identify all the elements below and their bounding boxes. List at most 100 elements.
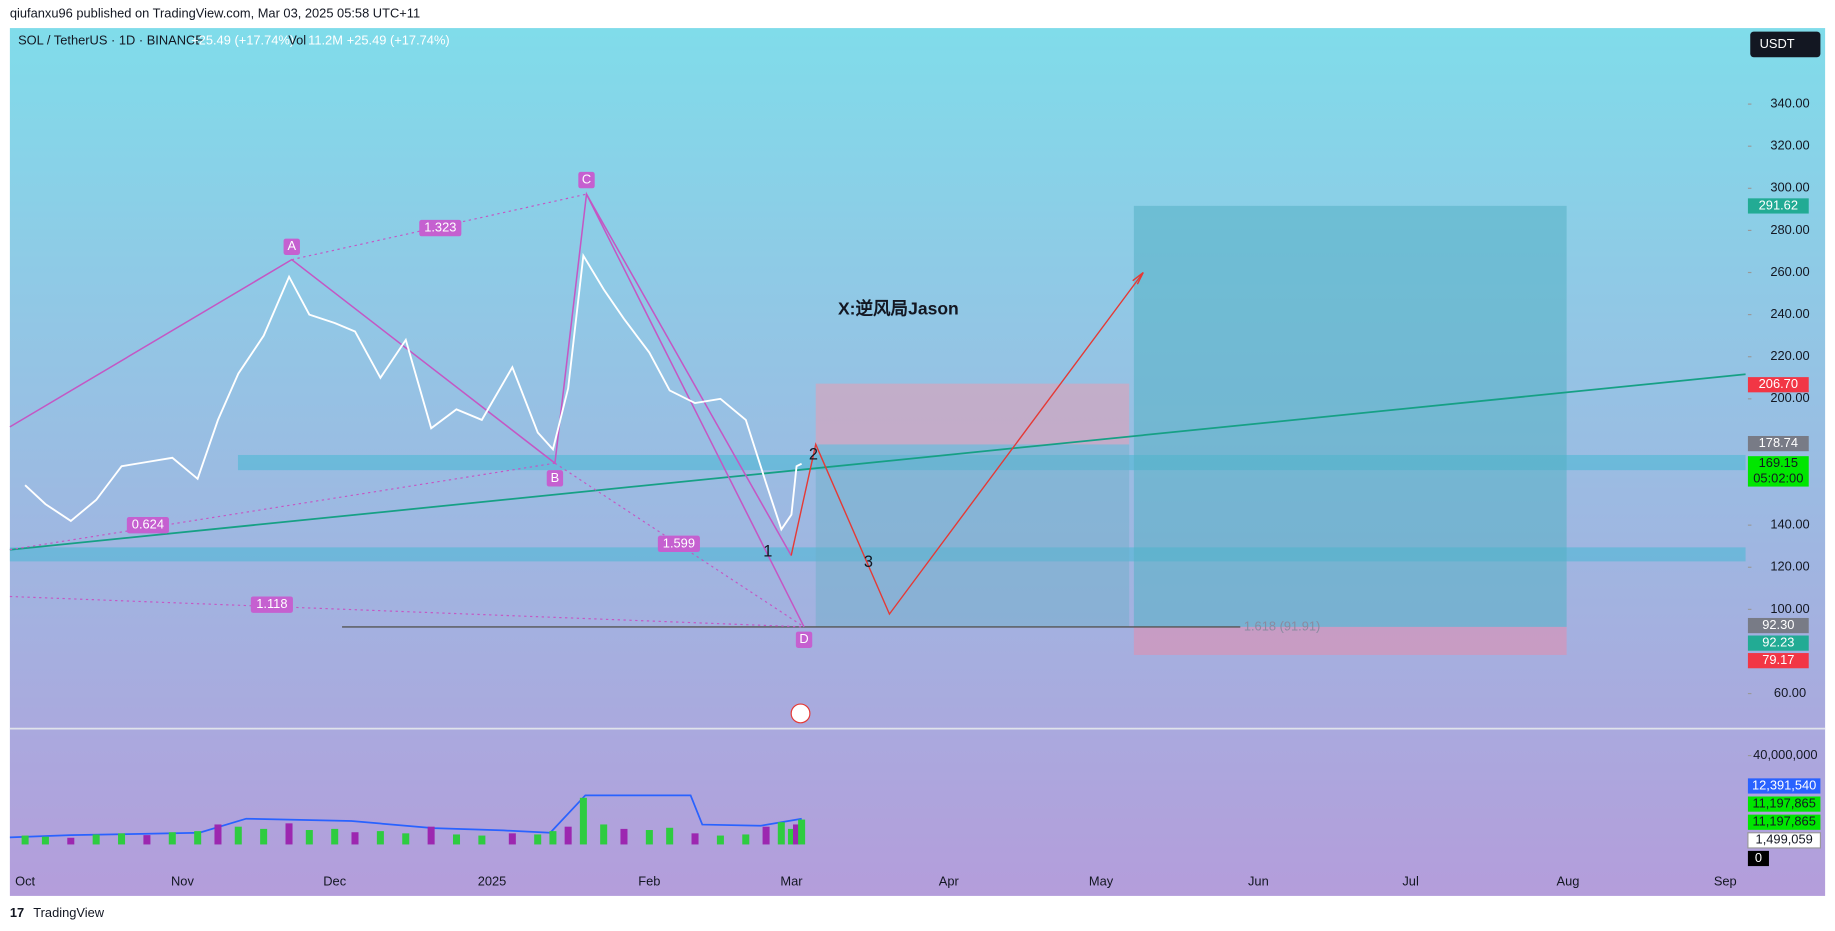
countdown: 05:02:00 [1753, 470, 1803, 485]
projection [790, 272, 1144, 616]
annotation-label: 1.118 [256, 596, 287, 611]
ratio-line [9, 462, 556, 551]
volume-bar [452, 834, 461, 845]
wave-label: 1 [763, 542, 772, 560]
volume-bar [331, 828, 339, 845]
annotation-box [250, 596, 293, 613]
published-line: qiufanxu96 published on TradingView.com,… [10, 5, 420, 20]
volume-bar [564, 826, 572, 845]
price-tag [1747, 435, 1809, 452]
annotation-box [283, 238, 300, 255]
x-tick-label: Dec [323, 873, 346, 888]
price-tag [1747, 617, 1809, 634]
volume-bar [285, 823, 293, 845]
volume-bar [351, 832, 359, 845]
currency-button[interactable] [1750, 31, 1821, 58]
volume-bar [41, 836, 49, 845]
annotation-box [578, 171, 595, 189]
volume-bar [666, 827, 674, 845]
volume-bar [21, 835, 29, 845]
price-line [24, 252, 803, 532]
volume-bar [67, 837, 75, 845]
volume-tag-label: 12,391,540 [1752, 777, 1816, 792]
volume-tag [1747, 778, 1821, 794]
volume-bar [427, 826, 435, 845]
annotation-box [126, 516, 169, 534]
volume-bar [168, 832, 176, 845]
drawings [9, 191, 1746, 839]
y-tick-label: 340.00 [1770, 95, 1809, 110]
y-tick-label: 300.00 [1770, 180, 1809, 195]
x-tick-label: Feb [638, 873, 660, 888]
price-tag-label: 92.23 [1762, 635, 1794, 650]
volume-bar [762, 826, 770, 845]
y-tick-label: 260.00 [1770, 264, 1809, 279]
wave-label: 2 [809, 445, 818, 463]
annotation-label: D [799, 631, 808, 646]
volume-bar [716, 835, 724, 845]
annotation-box [546, 470, 564, 487]
trendline [9, 373, 1746, 551]
x-tick-label: Aug [1557, 873, 1580, 888]
stop-box [1133, 626, 1567, 655]
annotation-label: B [551, 470, 560, 485]
volume-bar [214, 824, 222, 845]
volume-tag-label: 11,197,865 [1752, 795, 1815, 810]
volume-bar [402, 833, 410, 845]
volume-tag [1747, 850, 1769, 867]
volume-tag-label: 0 [1755, 850, 1762, 865]
volume-bar [691, 833, 699, 845]
volume-bar [645, 830, 653, 845]
price-tag [1747, 198, 1809, 214]
price-tag-label: 291.62 [1759, 197, 1798, 212]
annotation-label: 1.599 [663, 535, 695, 550]
author-text: X:逆风局Jason [838, 299, 959, 319]
currency: USDT [1760, 36, 1795, 51]
x-tick-label: Mar [780, 873, 803, 888]
annotation-box [795, 631, 813, 648]
annotation-label: 1.323 [424, 219, 456, 234]
x-tick-label: Sep [1714, 873, 1737, 888]
volume-bar [143, 835, 151, 845]
ratio-line [9, 595, 805, 628]
volume-bar [787, 828, 795, 845]
volume-bar [234, 826, 242, 845]
annotation-label: C [582, 172, 591, 187]
y-tick-label: 220.00 [1770, 348, 1809, 363]
volume-bar [92, 834, 100, 845]
y-tick-label: 320.00 [1770, 138, 1809, 153]
volume-tag [1747, 832, 1822, 849]
y-tick-label: 60.00 [1774, 685, 1806, 700]
fib-label: 1.618 (91.91) [1244, 618, 1321, 633]
annotation-label: 0.624 [132, 517, 164, 532]
x-tick-label: 2025 [478, 873, 507, 888]
target-box [815, 444, 1130, 627]
volume-bar [534, 834, 542, 845]
arrow-head [1132, 271, 1144, 285]
annotation-label: A [287, 238, 296, 253]
vol-label: Vol [288, 32, 306, 47]
y-tick-label: 40,000,000 [1753, 747, 1817, 762]
y-tick-label: 200.00 [1770, 390, 1809, 405]
price-tag-label: 178.74 [1759, 435, 1798, 450]
volume-bar [376, 831, 384, 845]
volume-bar [478, 835, 486, 845]
ratio-line [291, 193, 587, 261]
y-tick-label: 280.00 [1770, 222, 1809, 237]
event-icon[interactable] [790, 703, 811, 724]
y-tick-label: 100.00 [1770, 601, 1809, 616]
volume-tag-label: 1,499,059 [1756, 832, 1813, 847]
price-tag [1747, 377, 1809, 393]
volume-bar [194, 831, 202, 845]
symbol: SOL / TetherUS · 1D · BINANCE [18, 32, 204, 47]
volume-tag [1747, 814, 1821, 830]
volume-bar [260, 828, 268, 845]
volume-bar [620, 828, 628, 845]
x-tick-label: May [1089, 873, 1114, 888]
volume-bar [793, 824, 801, 845]
volume-bar [305, 830, 313, 845]
footer-logo: 17 [10, 905, 24, 920]
volume-bar [549, 831, 557, 845]
target-box [1133, 205, 1567, 627]
y-tick-label: 120.00 [1770, 559, 1809, 574]
